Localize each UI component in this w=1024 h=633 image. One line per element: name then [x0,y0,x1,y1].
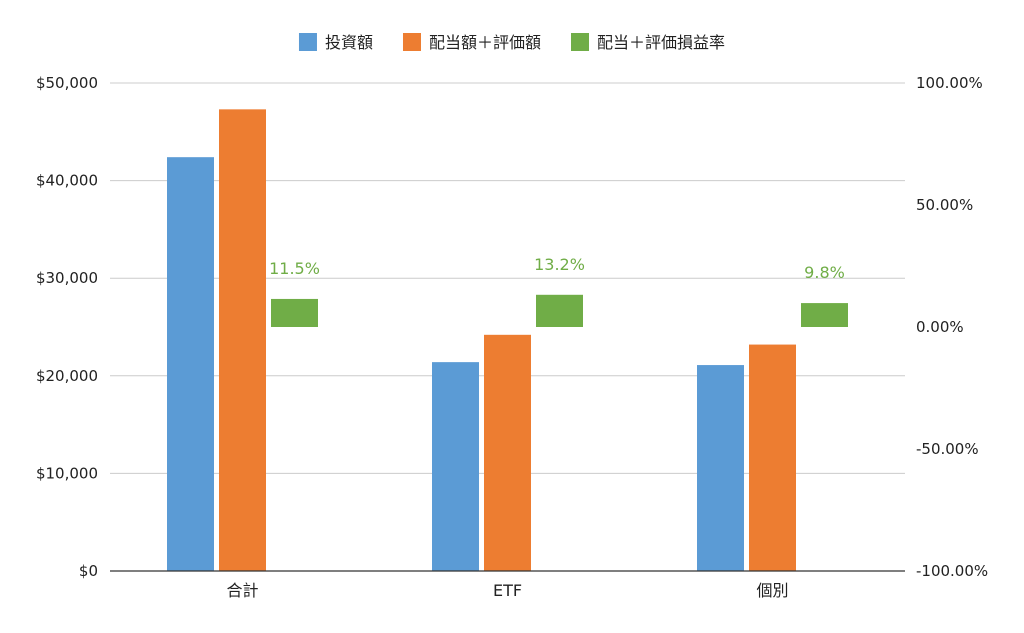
data-label: 11.5% [269,259,320,278]
bar-1-2 [432,362,479,571]
legend-swatch [298,33,317,51]
legend-item: 配当＋評価損益率 [571,33,725,52]
legend-item: 投資額 [298,33,373,52]
x-category-label: 個別 [756,581,788,600]
legend: 投資額 配当額＋評価額 配当＋評価損益率 [298,33,725,52]
bar-1-3 [697,365,744,571]
y-right-tick-label: -50.00% [916,440,979,458]
bars [167,109,848,572]
x-category-label: ETF [493,581,522,600]
bar-3-3 [801,303,848,327]
y-left-tick-label: $20,000 [36,367,98,385]
bar-3-2 [536,294,583,327]
y-right-tick-label: 0.00% [916,318,964,336]
bar-2-1 [219,109,266,572]
axes: $0 $10,000 $20,000 $30,000 $40,000 $50,000 -10… [36,74,988,600]
y-left-tick-label: $30,000 [36,269,98,287]
y-right-tick-label: 100.00% [916,74,983,92]
data-label: 9.8% [804,263,845,282]
legend-label: 配当＋評価損益率 [597,33,725,52]
legend-swatch [402,33,421,51]
bar-3-1 [271,298,318,327]
y-left-tick-label: $50,000 [36,74,98,92]
y-right-tick-label: -100.00% [916,562,988,580]
legend-label: 配当額＋評価額 [429,33,541,52]
y-left-tick-label: $40,000 [36,172,98,190]
legend-swatch [571,33,590,51]
y-left-tick-label: $0 [79,562,98,580]
bar-2-3 [749,344,796,571]
data-label: 13.2% [534,255,585,274]
y-left-tick-label: $10,000 [36,464,98,482]
data-labels: 11.5% 13.2% 9.8% [269,255,845,282]
legend-label: 投資額 [325,33,373,52]
x-category-label: 合計 [226,581,258,600]
bar-2-2 [484,334,531,571]
legend-item: 配当額＋評価額 [402,33,541,52]
y-right-tick-label: 50.00% [916,196,973,214]
bar-1-1 [167,157,214,571]
